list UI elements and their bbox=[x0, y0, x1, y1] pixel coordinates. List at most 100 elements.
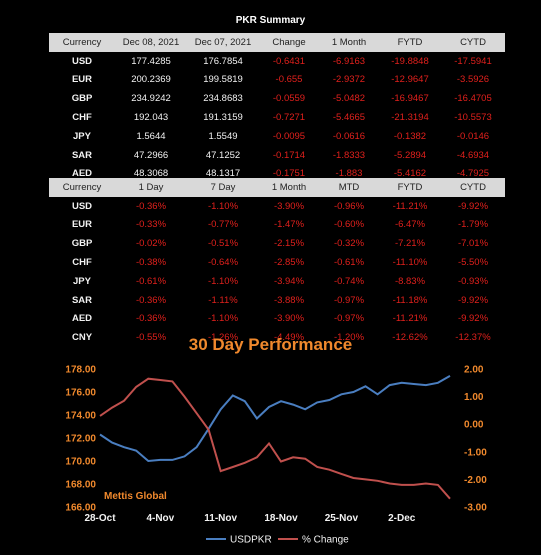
table-cell: -0.51% bbox=[207, 238, 239, 250]
currency-code: CNY bbox=[71, 332, 93, 344]
table-cell: -0.0616 bbox=[332, 130, 366, 142]
table-cell: -0.55% bbox=[135, 332, 167, 344]
table-cell: -5.50% bbox=[457, 257, 489, 269]
y-left-tick-label: 172.00 bbox=[65, 434, 96, 445]
table-cell: 48.3068 bbox=[133, 168, 169, 180]
table-cell: -0.77% bbox=[207, 219, 239, 231]
currency-code: USD bbox=[71, 55, 93, 67]
table-cell: -6.47% bbox=[394, 219, 426, 231]
table-cell: -0.02% bbox=[135, 238, 167, 250]
table-cell: -0.61% bbox=[135, 275, 167, 287]
table-cell: 234.9242 bbox=[131, 93, 171, 105]
table-row: JPY 1.5644 1.5549 -0.0095 -0.0616 -0.1382 -0.0… bbox=[49, 127, 505, 146]
table-cell: -0.0559 bbox=[272, 93, 306, 105]
column-header: Change bbox=[259, 33, 319, 52]
table-cell: -0.64% bbox=[207, 257, 239, 269]
table-cell: 48.1317 bbox=[205, 168, 241, 180]
page-title: PKR Summary bbox=[235, 15, 306, 26]
table-cell: 234.8683 bbox=[203, 93, 243, 105]
table-cell: -0.61% bbox=[333, 257, 365, 269]
currency-code: SAR bbox=[71, 294, 93, 306]
column-header: Dec 07, 2021 bbox=[187, 33, 259, 52]
performance-chart: 166.00 168.00 170.00 172.00 174.00 176.00 178.… bbox=[65, 365, 487, 546]
column-header: CYTD bbox=[441, 178, 505, 197]
table-cell: -0.36% bbox=[135, 294, 167, 306]
x-tick-label: 11-Nov bbox=[204, 513, 237, 524]
table-cell: -19.8848 bbox=[391, 55, 429, 67]
currency-code: SAR bbox=[71, 149, 93, 161]
table-cell: -9.92% bbox=[457, 294, 489, 306]
column-header: 1 Day bbox=[115, 178, 187, 197]
table-cell: -1.10% bbox=[207, 275, 239, 287]
currency-code: GBP bbox=[71, 93, 93, 105]
table-cell: -1.11% bbox=[208, 294, 238, 306]
table-cell: -0.93% bbox=[457, 275, 489, 287]
table-cell: -6.9163 bbox=[332, 55, 366, 67]
column-header: 1 Month bbox=[259, 178, 319, 197]
currency-code: AED bbox=[71, 313, 93, 325]
table-cell: 176.7854 bbox=[203, 55, 243, 67]
y-left-tick-label: 174.00 bbox=[65, 411, 96, 422]
table-cell: -3.90% bbox=[273, 313, 305, 325]
y-right-tick-label: -1.00 bbox=[464, 447, 487, 458]
table-cell: -0.32% bbox=[333, 238, 365, 250]
table-cell: -0.38% bbox=[135, 257, 167, 269]
table-cell: -9.92% bbox=[457, 200, 489, 212]
table-cell: 199.5819 bbox=[203, 74, 243, 86]
table-cell: -12.62% bbox=[392, 332, 428, 344]
table-cell: -0.36% bbox=[135, 313, 167, 325]
currency-code: CHF bbox=[72, 112, 92, 124]
table-row: USD -0.36% -1.10% -3.90% -0.96% -11.21% -9.92% bbox=[49, 197, 505, 216]
rates-header-row: Currency Dec 08, 2021 Dec 07, 2021 Change 1 … bbox=[49, 33, 505, 52]
column-header: FYTD bbox=[379, 178, 441, 197]
table-cell: 1.5644 bbox=[136, 130, 166, 142]
table-cell: -11.18% bbox=[392, 294, 428, 306]
currency-code: USD bbox=[71, 200, 93, 212]
column-header: Dec 08, 2021 bbox=[115, 33, 187, 52]
table-cell: -2.9372 bbox=[332, 74, 366, 86]
table-row: AED 48.3068 48.1317 -0.1751 -1.883 -5.4162 -4.… bbox=[49, 165, 505, 184]
column-header: Currency bbox=[49, 178, 115, 197]
table-cell: -4.6934 bbox=[456, 149, 490, 161]
table-row: AED -0.36% -1.10% -3.90% -0.97% -11.21% -9.92% bbox=[49, 310, 505, 329]
table-cell: -4.49% bbox=[273, 332, 305, 344]
table-row: GBP -0.02% -0.51% -2.15% -0.32% -7.21% -7.01% bbox=[49, 234, 505, 253]
table-cell: -1.10% bbox=[207, 200, 239, 212]
table-cell: -0.1714 bbox=[272, 149, 306, 161]
table-cell: -3.94% bbox=[273, 275, 305, 287]
table-cell: -0.96% bbox=[333, 200, 365, 212]
table-cell: -3.88% bbox=[273, 294, 305, 306]
table-cell: -2.85% bbox=[273, 257, 305, 269]
pct-change-line bbox=[99, 377, 451, 500]
table-cell: -5.0482 bbox=[332, 93, 366, 105]
usdpkr-line bbox=[99, 375, 451, 463]
y-left-tick-label: 170.00 bbox=[65, 457, 96, 468]
table-cell: -1.79% bbox=[457, 219, 489, 231]
table-cell: -21.3194 bbox=[391, 112, 429, 124]
table-cell: -0.0095 bbox=[272, 130, 306, 142]
table-row: USD 177.4285 176.7854 -0.6431 -6.9163 -19.884… bbox=[49, 52, 505, 71]
table-cell: -12.37% bbox=[455, 332, 491, 344]
table-cell: -0.0146 bbox=[456, 130, 490, 142]
table-cell: -1.47% bbox=[273, 219, 305, 231]
currency-code: JPY bbox=[73, 275, 91, 287]
table-cell: -11.21% bbox=[392, 313, 428, 325]
table-cell: -1.20% bbox=[333, 332, 365, 344]
table-cell: -11.21% bbox=[392, 200, 428, 212]
table-cell: -5.4665 bbox=[332, 112, 366, 124]
table-cell: -16.4705 bbox=[454, 93, 492, 105]
table-cell: -0.7271 bbox=[272, 112, 306, 124]
table-cell: -10.5573 bbox=[454, 112, 492, 124]
table-row: EUR -0.33% -0.77% -1.47% -0.60% -6.47% -1.79% bbox=[49, 216, 505, 235]
percent-table: Currency 1 Day 7 Day 1 Month MTD FYTD CYTD USD… bbox=[49, 178, 505, 347]
table-cell: -7.01% bbox=[457, 238, 489, 250]
x-tick-label: 2-Dec bbox=[388, 513, 416, 524]
table-cell: 177.4285 bbox=[131, 55, 171, 67]
currency-code: JPY bbox=[73, 130, 91, 142]
table-row: CNY -0.55% -1.26% -4.49% -1.20% -12.62% -12.37… bbox=[49, 328, 505, 347]
column-header: CYTD bbox=[441, 33, 505, 52]
y-left-tick-label: 178.00 bbox=[65, 365, 96, 376]
table-cell: -0.97% bbox=[333, 294, 365, 306]
table-cell: 192.043 bbox=[133, 112, 169, 124]
y-right-tick-label: -3.00 bbox=[464, 503, 487, 514]
